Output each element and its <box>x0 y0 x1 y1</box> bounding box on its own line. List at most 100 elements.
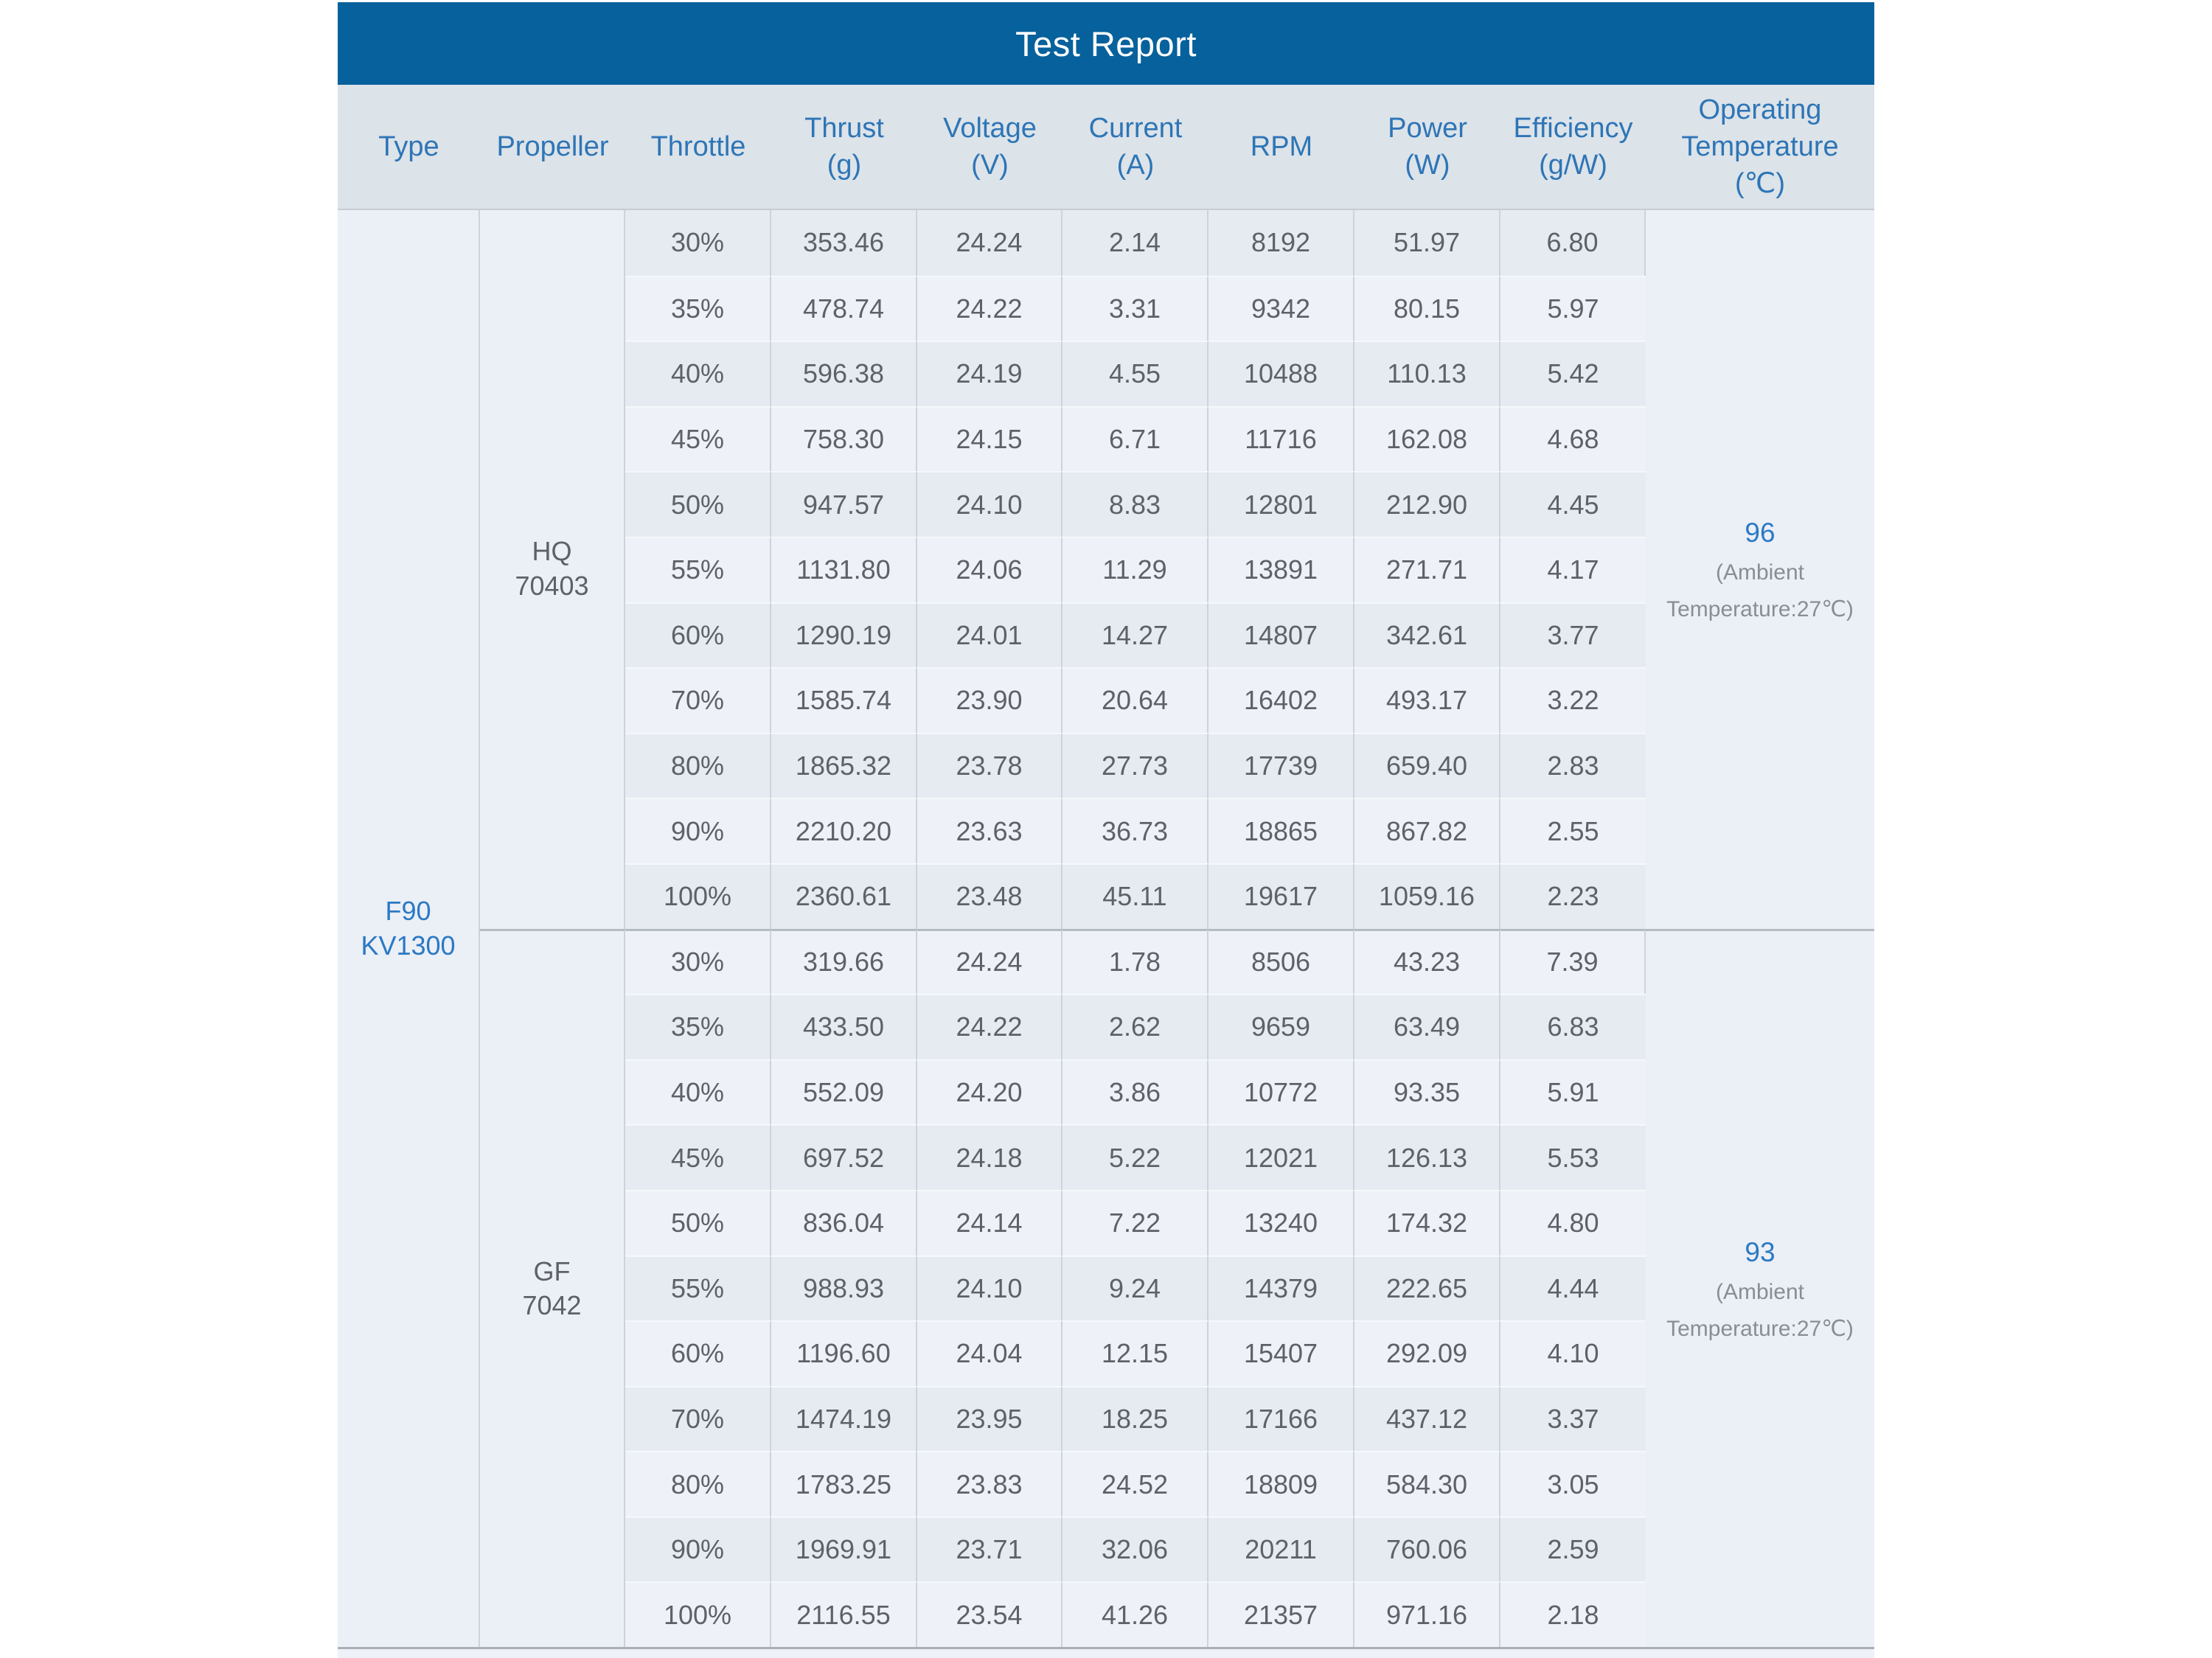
rpm-cell: 9342 <box>1208 275 1354 341</box>
voltage-cell: 24.10 <box>917 1255 1062 1321</box>
current-cell: 14.27 <box>1062 602 1208 668</box>
column-header-line: Type <box>378 130 439 162</box>
current-cell: 24.52 <box>1062 1451 1208 1516</box>
column-header-line: (V) <box>971 150 1009 181</box>
table-row: 100% 2360.61 23.48 45.11 19617 1059.16 2.23 <box>338 863 1874 929</box>
power-cell: 174.32 <box>1354 1189 1500 1255</box>
rpm-cell: 11716 <box>1208 405 1354 472</box>
efficiency-cell: 4.68 <box>1500 405 1646 472</box>
power-cell: 43.23 <box>1354 928 1500 995</box>
voltage-cell: 24.24 <box>917 210 1062 276</box>
voltage-cell: 24.14 <box>917 1189 1062 1255</box>
temperature-value: 96 <box>1745 518 1775 548</box>
throttle-cell: 100% <box>625 1581 771 1648</box>
efficiency-cell: 5.53 <box>1500 1124 1646 1190</box>
throttle-cell: 70% <box>625 667 771 733</box>
efficiency-cell: 3.77 <box>1500 602 1646 668</box>
efficiency-cell: 6.83 <box>1500 994 1646 1059</box>
current-cell: 18.25 <box>1062 1385 1208 1452</box>
current-cell: 2.62 <box>1062 994 1208 1059</box>
column-header-line: Temperature <box>1681 130 1839 162</box>
current-cell: 45.11 <box>1062 863 1208 929</box>
rpm-cell: 13240 <box>1208 1189 1354 1255</box>
column-header-line: RPM <box>1250 130 1313 162</box>
rpm-cell: 16402 <box>1208 667 1354 733</box>
propeller-cell: HQ 70403 <box>480 210 625 929</box>
current-cell: 5.22 <box>1062 1124 1208 1190</box>
voltage-cell: 23.78 <box>917 732 1062 798</box>
table-row: GF 7042 30% 319.66 24.24 1.78 8506 43.23 7.39 93 (… <box>338 928 1874 1648</box>
table-row: 45% 697.52 24.18 5.22 12021 126.13 5.53 <box>338 1124 1874 1190</box>
column-header-line: (W) <box>1405 150 1450 181</box>
efficiency-cell: 2.59 <box>1500 1516 1646 1582</box>
efficiency-cell: 5.91 <box>1500 1059 1646 1125</box>
column-header-power: Power (W) <box>1354 85 1500 210</box>
thrust-cell: 552.09 <box>771 1059 917 1125</box>
current-cell: 11.29 <box>1062 536 1208 602</box>
table-row: 100% 2116.55 23.54 41.26 21357 971.16 2.18 <box>338 1581 1874 1648</box>
column-header-voltage: Voltage (V) <box>917 85 1062 210</box>
column-header-operating-temperature: Operating Temperature (℃) <box>1646 85 1874 210</box>
throttle-cell: 90% <box>625 1516 771 1582</box>
current-cell: 3.31 <box>1062 275 1208 341</box>
voltage-cell: 23.71 <box>917 1516 1062 1582</box>
column-header-line: (℃) <box>1735 168 1785 200</box>
rpm-cell: 17739 <box>1208 732 1354 798</box>
rpm-cell: 17166 <box>1208 1385 1354 1452</box>
column-header-line: Voltage <box>943 112 1037 144</box>
throttle-cell: 80% <box>625 1451 771 1516</box>
rpm-cell: 18865 <box>1208 798 1354 863</box>
table-row: F90 KV1300 HQ 70403 30% 353.46 24.24 2.14 8192 51… <box>338 210 1874 1648</box>
table-row: 70% 1474.19 23.95 18.25 17166 437.12 3.37 <box>338 1385 1874 1452</box>
voltage-cell: 24.18 <box>917 1124 1062 1190</box>
efficiency-cell: 2.55 <box>1500 798 1646 863</box>
throttle-cell: 80% <box>625 732 771 798</box>
rpm-cell: 14807 <box>1208 602 1354 668</box>
throttle-cell: 30% <box>625 210 771 276</box>
voltage-cell: 23.83 <box>917 1451 1062 1516</box>
thrust-cell: 2116.55 <box>771 1581 917 1648</box>
rpm-cell: 8506 <box>1208 928 1354 995</box>
current-cell: 32.06 <box>1062 1516 1208 1582</box>
power-cell: 1059.16 <box>1354 863 1500 929</box>
table-row: 50% 947.57 24.10 8.83 12801 212.90 4.45 <box>338 471 1874 537</box>
power-cell: 292.09 <box>1354 1320 1500 1386</box>
temperature-cell: 93 (Ambient Temperature:27℃) <box>1646 928 1874 1648</box>
rpm-cell: 12801 <box>1208 471 1354 537</box>
rpm-cell: 18809 <box>1208 1451 1354 1516</box>
current-cell: 12.15 <box>1062 1320 1208 1386</box>
thrust-cell: 478.74 <box>771 275 917 341</box>
efficiency-cell: 3.37 <box>1500 1385 1646 1452</box>
thrust-cell: 1585.74 <box>771 667 917 733</box>
power-cell: 342.61 <box>1354 602 1500 668</box>
thrust-cell: 758.30 <box>771 405 917 472</box>
table-row: 35% 478.74 24.22 3.31 9342 80.15 5.97 <box>338 275 1874 341</box>
rpm-cell: 21357 <box>1208 1581 1354 1648</box>
rpm-cell: 20211 <box>1208 1516 1354 1582</box>
thrust-cell: 353.46 <box>771 210 917 276</box>
thrust-cell: 1474.19 <box>771 1385 917 1452</box>
efficiency-cell: 5.42 <box>1500 341 1646 406</box>
column-header-line: Efficiency <box>1513 112 1633 144</box>
thrust-cell: 697.52 <box>771 1124 917 1190</box>
column-header-line: Operating <box>1698 94 1822 125</box>
column-header-thrust: Thrust (g) <box>771 85 917 210</box>
column-header-line: Current <box>1088 112 1183 144</box>
voltage-cell: 24.20 <box>917 1059 1062 1125</box>
table-header: Type Propeller Throttle Thrust (g) Voltage (V)… <box>338 85 1874 210</box>
current-cell: 1.78 <box>1062 928 1208 995</box>
column-header-propeller: Propeller <box>480 85 625 210</box>
table-row: 60% 1196.60 24.04 12.15 15407 292.09 4.10 <box>338 1320 1874 1386</box>
thrust-cell: 947.57 <box>771 471 917 537</box>
power-cell: 93.35 <box>1354 1059 1500 1125</box>
power-cell: 222.65 <box>1354 1255 1500 1321</box>
power-cell: 51.97 <box>1354 210 1500 276</box>
rpm-cell: 19617 <box>1208 863 1354 929</box>
voltage-cell: 24.01 <box>917 602 1062 668</box>
report-table: Type Propeller Throttle Thrust (g) Voltage (V)… <box>338 85 1874 1648</box>
thrust-cell: 1290.19 <box>771 602 917 668</box>
type-line: F90 <box>385 895 431 926</box>
column-header-line: Power <box>1388 112 1467 144</box>
throttle-cell: 40% <box>625 341 771 406</box>
